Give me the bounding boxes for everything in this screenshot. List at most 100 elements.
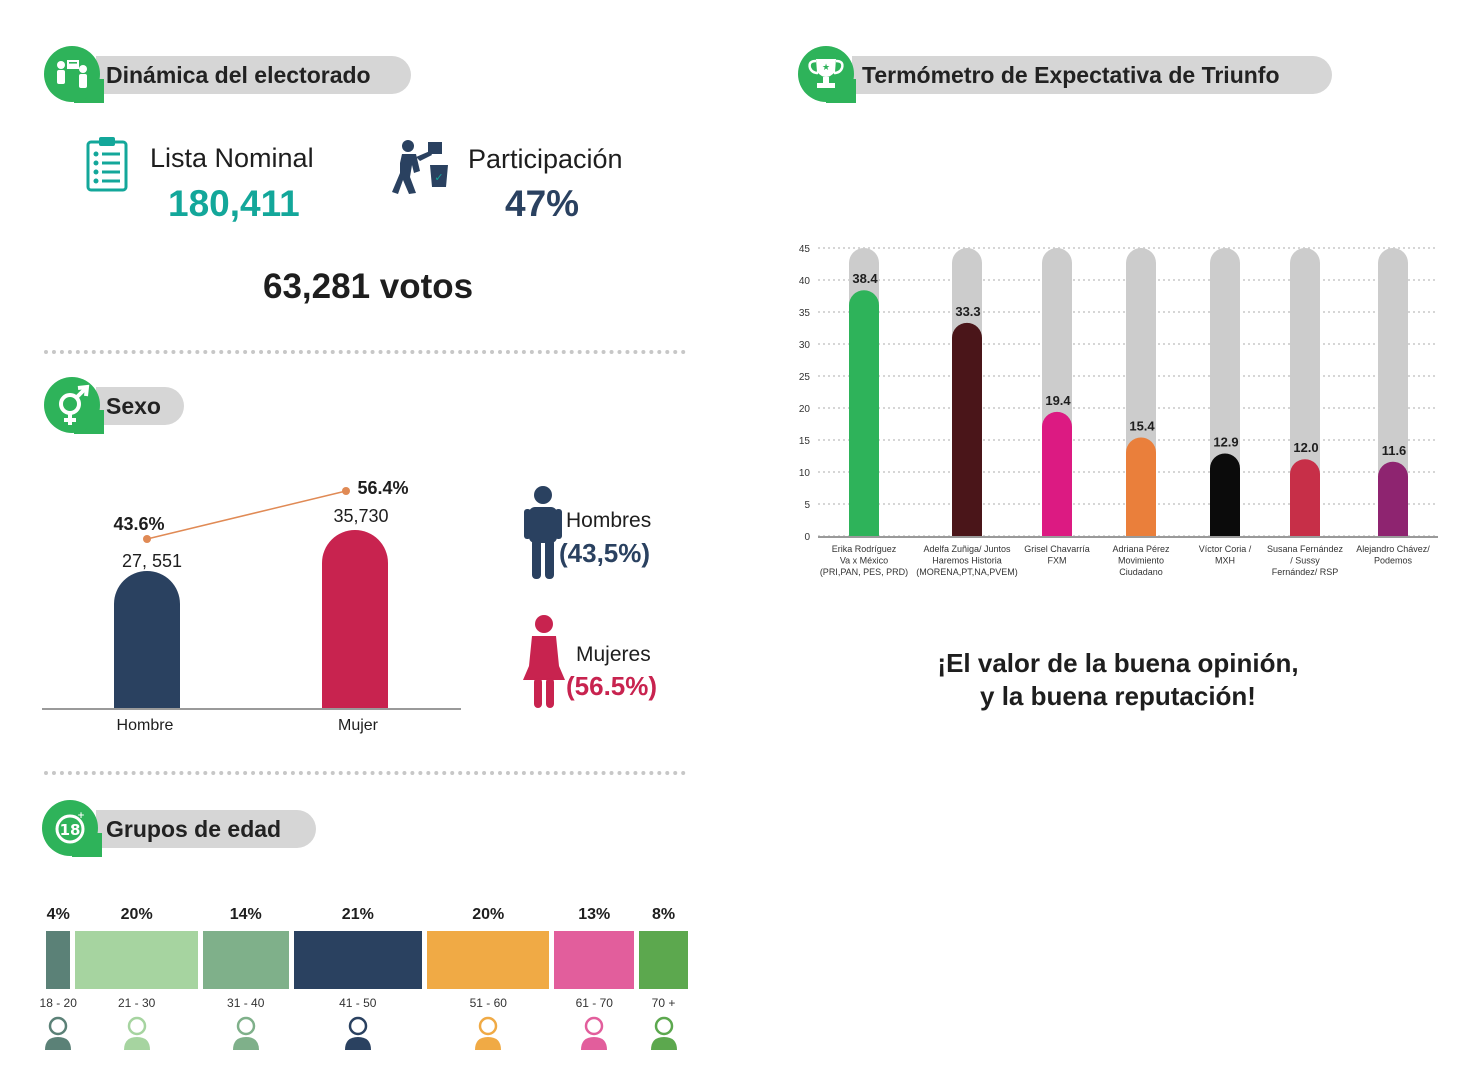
gender-icon — [44, 377, 100, 433]
value-label-hombre: 27, 551 — [122, 551, 182, 571]
candidate-name-label: Haremos Historia — [932, 556, 1002, 566]
candidate-name-label: Víctor Coria / — [1199, 544, 1252, 554]
age-percent-label: 13% — [578, 906, 611, 923]
candidate-name-label: MXH — [1215, 556, 1235, 566]
section-title-sexo: Sexo — [96, 387, 184, 425]
section-title-sexo-text: Sexo — [106, 393, 161, 419]
candidate-name-label: (MORENA,PT,NA,PVEM) — [916, 567, 1018, 577]
age-percent-label: 14% — [229, 906, 262, 923]
section-title-edad-text: Grupos de edad — [106, 816, 282, 842]
age-range-label: 18 - 20 — [39, 996, 77, 1010]
svg-text:★: ★ — [822, 63, 830, 73]
age-range-label: 70 + — [651, 996, 676, 1010]
participacion-label: Participación — [468, 144, 623, 174]
percent-label-hombre: 43.6% — [113, 514, 164, 534]
candidate-bar — [1378, 461, 1408, 536]
candidate-name-label: FXM — [1048, 556, 1067, 566]
y-tick-label: 25 — [799, 372, 811, 383]
candidate-bar — [849, 290, 879, 536]
age-percent-label: 20% — [120, 906, 153, 923]
slogan-line-1: ¡El valor de la buena opinión, — [937, 648, 1299, 678]
candidate-value-label: 19.4 — [1045, 393, 1071, 408]
y-tick-label: 10 — [799, 468, 811, 479]
person-icon — [231, 1015, 261, 1051]
legend-hombres-label: Hombres — [566, 509, 652, 532]
percent-dot-hombre — [143, 535, 151, 543]
voter-ballot-icon: ✓ — [390, 137, 454, 200]
candidate-name-label: Susana Fernández — [1267, 544, 1344, 554]
candidate-bar — [1042, 411, 1072, 536]
candidate-value-label: 15.4 — [1129, 418, 1155, 433]
divider — [44, 771, 686, 775]
candidates-chart: 0 5 10 15 20 25 30 35 40 45 38.4 Erika Rodríguez Va … — [780, 225, 1450, 600]
woman-icon — [523, 614, 565, 714]
age-18-icon: 18 + — [42, 800, 98, 856]
candidate-name-label: Adelfa Zuñiga/ Juntos — [923, 544, 1011, 554]
candidate-name-label: Ciudadano — [1119, 567, 1163, 577]
person-icon — [579, 1015, 609, 1051]
value-label-mujer: 35,730 — [333, 506, 388, 526]
slogan-line-2: y la buena reputación! — [980, 681, 1256, 711]
lista-nominal-value: 180,411 — [168, 183, 300, 224]
lista-nominal-label: Lista Nominal — [150, 143, 314, 173]
age-percent-label: 4% — [46, 906, 70, 923]
section-title-electorado-text: Dinámica del electorado — [106, 62, 371, 88]
candidate-bar — [1126, 437, 1156, 536]
category-label-hombre: Hombre — [117, 717, 174, 734]
candidate-bar — [1210, 453, 1240, 536]
age-bar-segment — [293, 931, 423, 989]
percent-connector-line — [146, 490, 347, 540]
person-icon — [122, 1015, 152, 1051]
legend-mujeres-label: Mujeres — [576, 643, 651, 666]
bar-hombre — [114, 570, 180, 709]
candidate-value-label: 33.3 — [955, 304, 980, 319]
age-range-label: 31 - 40 — [227, 996, 265, 1010]
section-title-termometro: Termómetro de Expectativa de Triunfo — [852, 56, 1332, 94]
clipboard-icon — [86, 136, 128, 197]
person-icon — [649, 1015, 679, 1051]
candidate-value-label: 38.4 — [852, 271, 878, 286]
svg-text:18: 18 — [60, 821, 81, 839]
y-tick-label: 35 — [799, 308, 811, 319]
man-icon — [523, 485, 563, 585]
trophy-icon: ★ — [798, 46, 854, 102]
age-range-label: 61 - 70 — [575, 996, 613, 1010]
participacion-value: 47% — [505, 183, 580, 224]
candidate-value-label: 12.0 — [1293, 440, 1318, 455]
candidate-name-label: Alejandro Chávez/ — [1356, 544, 1430, 554]
person-icon — [473, 1015, 503, 1051]
candidate-name-label: Va x México — [840, 556, 888, 566]
total-votos: 63,281 votos — [263, 267, 474, 306]
age-bar-segment — [202, 931, 289, 989]
y-tick-label: 15 — [799, 436, 811, 447]
age-range-label: 21 - 30 — [117, 996, 156, 1010]
candidate-name-label: Adriana Pérez — [1112, 544, 1170, 554]
y-tick-label: 45 — [799, 244, 811, 255]
candidate-name-label: Grisel Chavarría — [1024, 544, 1090, 554]
section-title-termometro-text: Termómetro de Expectativa de Triunfo — [862, 62, 1280, 88]
legend-mujeres-value: (56.5%) — [566, 671, 658, 701]
candidate-name-label: (PRI,PAN, PES, PRD) — [820, 567, 908, 577]
age-percent-label: 8% — [651, 906, 676, 923]
age-range-label: 51 - 60 — [469, 996, 507, 1010]
divider — [44, 350, 686, 354]
candidate-name-label: Podemos — [1374, 556, 1413, 566]
legend-hombres-value: (43,5%) — [559, 538, 651, 568]
section-title-edad: Grupos de edad — [96, 810, 316, 848]
y-tick-label: 40 — [799, 276, 811, 287]
age-range-label: 41 - 50 — [339, 996, 377, 1010]
age-percent-label: 21% — [341, 906, 374, 923]
y-tick-label: 20 — [799, 404, 811, 415]
y-tick-label: 0 — [804, 532, 810, 543]
age-bar-segment — [75, 931, 198, 989]
section-title-electorado: Dinámica del electorado — [96, 56, 411, 94]
candidate-name-label: / Sussy — [1290, 556, 1320, 566]
age-bar-segment — [427, 931, 550, 989]
bar-mujer — [322, 530, 388, 709]
candidate-value-label: 11.6 — [1382, 443, 1407, 458]
sex-chart: 43.6% 56.4% 27, 551 35,730 Hombre Mujer — [40, 470, 465, 740]
voters-icon — [44, 46, 100, 102]
candidate-name-label: Erika Rodríguez — [832, 544, 897, 554]
age-bar-segment — [554, 931, 635, 989]
svg-text:✓: ✓ — [434, 171, 443, 184]
